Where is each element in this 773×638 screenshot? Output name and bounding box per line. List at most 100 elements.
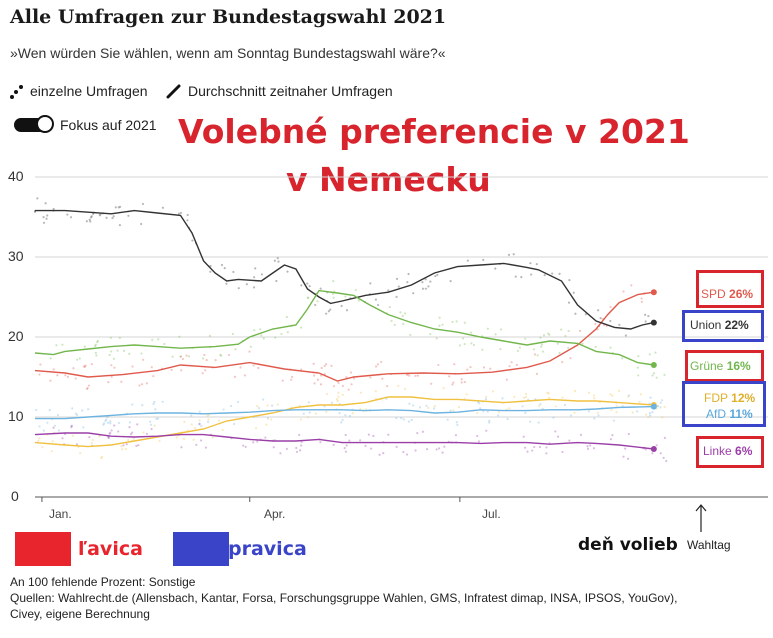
poll-dot [155,417,158,420]
poll-dot [56,374,59,377]
series-line-grüne [34,289,654,366]
poll-dot [609,438,613,441]
poll-dot [615,405,618,408]
toggle-switch[interactable] [14,115,54,133]
poll-dot [486,327,489,330]
poll-dot [307,401,310,404]
poll-dot [597,414,600,417]
poll-dot [455,421,458,424]
poll-dot [529,420,532,423]
poll-dot [487,421,491,424]
poll-dot [427,285,430,288]
poll-dot [610,408,613,411]
poll-dot [88,218,91,221]
poll-dot [332,280,335,283]
poll-dot [121,448,124,451]
poll-dot [380,360,383,364]
poll-dot [410,418,413,422]
poll-dot [44,202,47,205]
poll-dot [110,375,113,378]
poll-dot [204,446,208,449]
poll-dot [631,411,634,414]
y-tick-label: 10 [8,408,24,424]
poll-dot [117,421,121,425]
poll-dot [78,357,81,360]
poll-dot [46,421,49,424]
poll-dot [552,416,555,419]
poll-dot [535,372,539,375]
poll-dot [141,202,145,206]
poll-dot [324,363,328,366]
poll-dot [452,381,455,384]
poll-dot [482,410,485,413]
poll-dot [593,417,596,420]
poll-dot [281,379,284,382]
poll-dot [344,295,347,298]
poll-dot [122,444,125,447]
poll-dot [211,436,214,439]
poll-dot [501,397,504,400]
x-tick-label: Jan. [49,507,72,521]
poll-dot [178,335,181,338]
poll-dot [374,298,377,301]
poll-dot [145,382,148,385]
poll-dot [312,362,315,365]
poll-dot [425,404,428,407]
poll-dot [463,342,466,346]
poll-dot [49,379,52,382]
legend-average[interactable]: Durchschnitt zeitnaher Umfragen [166,83,393,99]
poll-dot [351,412,354,415]
poll-dot [118,223,122,227]
poll-dot [370,447,373,450]
poll-dot [71,434,75,437]
poll-dot [359,391,363,394]
poll-dot [522,435,525,438]
poll-dot [587,391,591,394]
poll-dot [535,263,538,266]
poll-dot [330,401,333,404]
poll-dot [195,443,198,446]
poll-dot [665,459,668,463]
poll-dot [647,416,650,419]
poll-dot [286,270,289,273]
poll-dot [138,384,141,387]
poll-dot [636,410,639,413]
poll-dot [156,417,160,420]
poll-dot [157,338,160,341]
poll-dot [208,334,212,337]
legend-single-polls[interactable]: einzelne Umfragen [10,83,148,99]
poll-dot [545,452,548,455]
poll-dot [369,282,372,285]
poll-dot [409,333,412,337]
poll-dot [233,375,237,378]
poll-dot [592,394,595,397]
poll-dot [432,407,436,410]
focus-toggle[interactable]: Fokus auf 2021 [14,115,157,133]
poll-dot [214,359,217,362]
poll-dot [234,348,237,351]
poll-dot [94,351,97,354]
poll-dot [154,408,157,411]
poll-dot [581,342,584,345]
poll-dot [331,292,335,296]
poll-dot [219,353,222,356]
poll-dot [460,378,463,381]
poll-dot [325,392,329,396]
wahltag-label: Wahltag [687,538,731,552]
poll-dot [543,273,546,277]
poll-dot [145,432,149,435]
poll-dot [270,418,273,421]
poll-dot [402,418,405,421]
poll-dot [61,343,64,346]
poll-dot [425,448,429,451]
poll-dot [140,352,143,355]
poll-dot [194,426,197,430]
poll-dot [221,428,224,432]
poll-dot [302,412,305,415]
y-tick-label: 0 [11,488,19,504]
poll-dot [107,381,110,384]
poll-dot [37,439,40,442]
poll-dot [257,406,261,410]
poll-dot [181,357,184,361]
poll-dot [516,349,519,352]
